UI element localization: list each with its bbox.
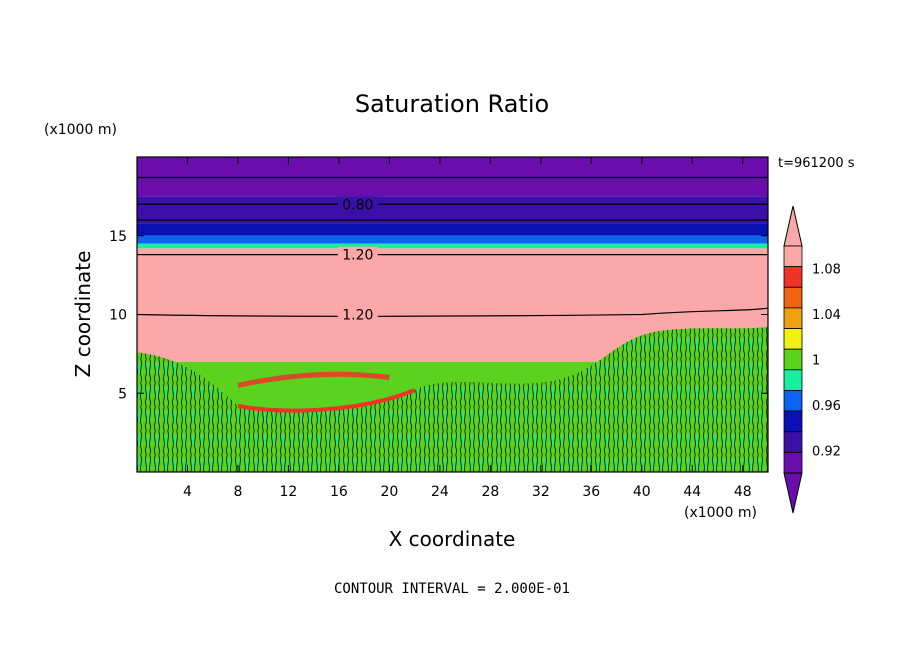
x-tick-label: 12 <box>280 484 298 500</box>
x-tick-label: 28 <box>481 484 499 500</box>
contour-label-bg-1 <box>337 246 378 263</box>
x-unit-label: (x1000 m) <box>684 505 757 521</box>
cloud-base-fringe <box>237 388 416 413</box>
colorbar-segment <box>783 286 803 309</box>
contour-label-1: 1.20 <box>342 248 373 264</box>
plot-area: 0.80 1.20 1.20 <box>137 157 768 472</box>
y-unit-label: (x1000 m) <box>44 122 117 138</box>
colorbar-over-triangle <box>783 205 803 247</box>
x-tick-label: 24 <box>431 484 449 500</box>
x-tick-label: 44 <box>683 484 701 500</box>
y-axis-title: Z coordinate <box>71 251 95 378</box>
contour-band-4 <box>137 243 768 249</box>
colorbar-segment <box>783 328 803 350</box>
contour-band-0 <box>137 157 768 197</box>
y-tick-label: 10 <box>109 308 127 324</box>
contour-band-3 <box>137 235 768 244</box>
time-label: t=961200 s <box>778 156 855 171</box>
y-axis: 5 10 15 <box>109 229 768 402</box>
x-tick-label: 48 <box>734 484 752 500</box>
turbulent-layer <box>137 327 768 472</box>
colorbar-segment <box>783 369 803 391</box>
contour-line-1-20-lower <box>137 307 768 317</box>
x-tick-label: 32 <box>532 484 550 500</box>
colorbar-segment <box>783 410 803 433</box>
cloud-fringe-upper <box>237 371 390 388</box>
colorbar-label: 1 <box>812 354 820 369</box>
x-axis-title: X coordinate <box>389 527 516 551</box>
x-tick-label: 20 <box>380 484 398 500</box>
contour-label-2: 1.20 <box>342 308 373 324</box>
contour-interval-footer: CONTOUR INTERVAL = 2.000E-01 <box>334 581 570 597</box>
y-tick-label: 15 <box>109 229 127 245</box>
contour-label-bg-2 <box>337 306 378 323</box>
colorbar-segment <box>783 431 803 453</box>
y-tick-label: 5 <box>118 386 127 402</box>
colorbar-segment <box>783 245 803 268</box>
colorbar: 1.08 1.04 1 0.96 0.92 <box>783 205 841 514</box>
colorbar-label: 0.96 <box>812 399 841 414</box>
contour-band-2 <box>137 223 768 236</box>
x-tick-label: 36 <box>582 484 600 500</box>
colorbar-segment <box>783 266 803 288</box>
colorbar-under-triangle <box>783 472 803 514</box>
colorbar-segment <box>783 307 803 329</box>
contour-band-1 <box>137 196 768 224</box>
colorbar-segment <box>783 390 803 412</box>
colorbar-segment <box>783 451 803 474</box>
x-tick-label: 8 <box>233 484 242 500</box>
colorbar-label: 1.08 <box>812 263 841 278</box>
contour-label-0: 0.80 <box>342 197 373 213</box>
x-tick-label: 16 <box>330 484 348 500</box>
x-tick-label: 4 <box>183 484 192 500</box>
colorbar-segment <box>783 348 803 371</box>
chart-title: Saturation Ratio <box>355 90 549 118</box>
x-axis: 4 8 12 16 20 24 28 32 36 40 44 48 <box>183 157 752 500</box>
contour-label-bg-0 <box>337 196 378 213</box>
colorbar-label: 1.04 <box>812 308 841 323</box>
colorbar-label: 0.92 <box>812 444 841 459</box>
x-tick-label: 40 <box>633 484 651 500</box>
